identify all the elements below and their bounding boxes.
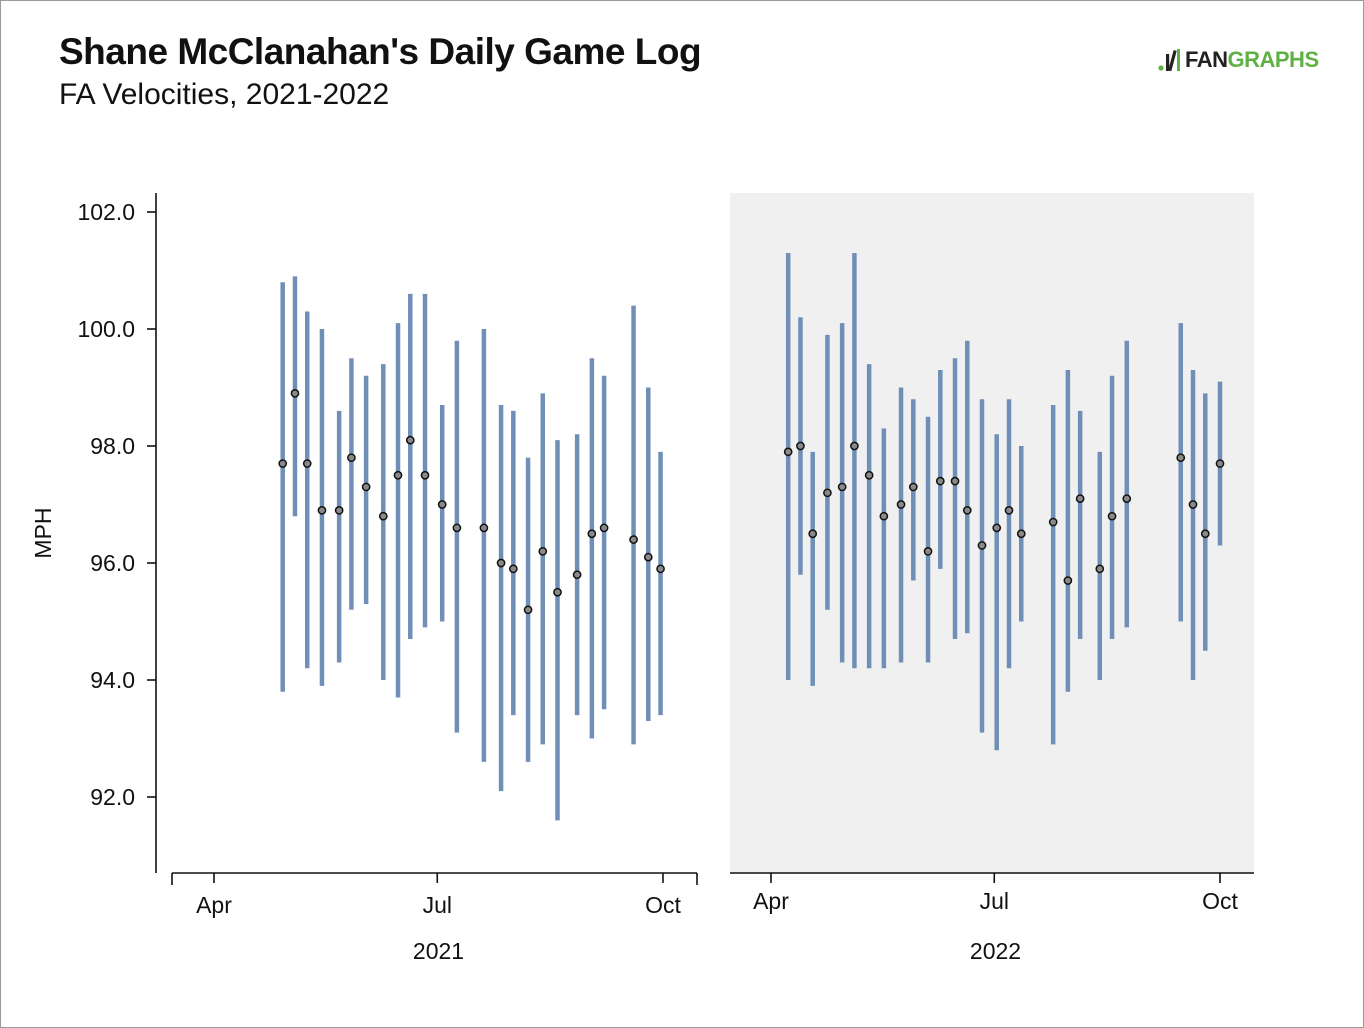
panel-2022: Apr Jul Oct 2022: [730, 252, 1254, 964]
mean-velocity-point: [1016, 529, 1026, 539]
mean-velocity-point: [1048, 517, 1058, 527]
panel-2021: Apr Jul Oct 2021: [171, 276, 698, 964]
x-tick-label: Oct: [1202, 888, 1238, 914]
mean-velocity-point: [923, 546, 933, 556]
mean-velocity-point: [479, 523, 489, 533]
mean-velocity-point: [405, 435, 415, 445]
mean-velocity-point: [950, 476, 960, 486]
y-axis: 102.0 100.0 98.0 96.0 94.0 92.0: [77, 193, 157, 873]
mean-velocity-point: [879, 511, 889, 521]
x-tick-label: Jul: [980, 888, 1009, 914]
mean-velocity-point: [908, 482, 918, 492]
mean-velocity-point: [992, 523, 1002, 533]
x-tick-label: Apr: [196, 892, 232, 918]
mean-velocity-point: [437, 500, 447, 509]
mean-velocity-point: [935, 476, 945, 486]
y-axis-title: MPH: [30, 507, 56, 558]
y-tick-label: 100.0: [77, 316, 135, 342]
x-tick-label: Jul: [423, 892, 452, 918]
mean-velocity-point: [629, 535, 638, 544]
y-tick-label: 96.0: [90, 550, 135, 576]
chart-panels: Apr Jul Oct 2021 Apr Jul Oct 2022: [171, 252, 1254, 964]
logo-text-fan: FAN: [1185, 47, 1228, 72]
mean-velocity-point: [553, 587, 562, 597]
year-label: 2022: [970, 938, 1021, 964]
mean-velocity-point: [393, 470, 403, 480]
y-tick-label: 94.0: [90, 667, 135, 693]
y-tick-label: 98.0: [90, 433, 135, 459]
chart-title: Shane McClanahan's Daily Game Log: [59, 31, 702, 72]
mean-velocity-point: [378, 511, 388, 521]
y-tick-label: 92.0: [90, 784, 135, 810]
fangraphs-logo: FAN GRAPHS: [1157, 46, 1319, 74]
mean-velocity-point: [508, 564, 518, 574]
mean-velocity-point: [808, 529, 818, 539]
mean-velocity-point: [783, 447, 793, 457]
mean-velocity-point: [523, 605, 533, 615]
y-tick-label: 102.0: [77, 199, 135, 225]
mean-velocity-point: [420, 470, 430, 480]
mean-velocity-point: [290, 389, 300, 398]
mean-velocity-point: [1063, 576, 1073, 585]
mean-velocity-point: [656, 564, 665, 574]
mean-velocity-point: [496, 558, 506, 568]
mean-velocity-point: [1215, 459, 1225, 468]
mean-velocity-point: [334, 506, 344, 515]
mean-velocity-point: [977, 541, 987, 550]
x-tick-label: Oct: [645, 892, 681, 918]
mean-velocity-point: [317, 506, 327, 515]
mean-velocity-point: [962, 506, 972, 515]
mean-velocity-point: [587, 529, 597, 539]
logo-text-graphs: GRAPHS: [1227, 47, 1320, 72]
mean-velocity-point: [796, 441, 805, 451]
mean-velocity-point: [1200, 529, 1210, 539]
mean-velocity-point: [1107, 511, 1117, 521]
mean-velocity-point: [572, 570, 582, 580]
mean-velocity-point: [896, 500, 906, 509]
chart-subtitle: FA Velocities, 2021-2022: [59, 78, 390, 111]
panel-2022-background: [730, 193, 1254, 873]
mean-velocity-point: [1095, 564, 1105, 574]
mean-velocity-point: [823, 488, 832, 498]
mean-velocity-point: [837, 482, 847, 492]
mean-velocity-point: [864, 470, 874, 480]
mean-velocity-point: [538, 546, 548, 556]
mean-velocity-point: [643, 552, 653, 562]
mean-velocity-point: [850, 441, 859, 451]
year-label: 2021: [413, 938, 464, 964]
mean-velocity-point: [361, 482, 371, 492]
mean-velocity-point: [347, 453, 356, 463]
mean-velocity-point: [278, 459, 288, 468]
batter-logo-icon: [1158, 49, 1180, 72]
mean-velocity-point: [1004, 506, 1014, 515]
mean-velocity-point: [1122, 494, 1132, 503]
x-tick-label: Apr: [753, 888, 789, 914]
mean-velocity-point: [1176, 453, 1186, 463]
mean-velocity-point: [1188, 500, 1198, 509]
mean-velocity-point: [1075, 494, 1085, 503]
mean-velocity-point: [302, 459, 312, 468]
mean-velocity-point: [452, 523, 462, 533]
mean-velocity-point: [599, 523, 609, 533]
